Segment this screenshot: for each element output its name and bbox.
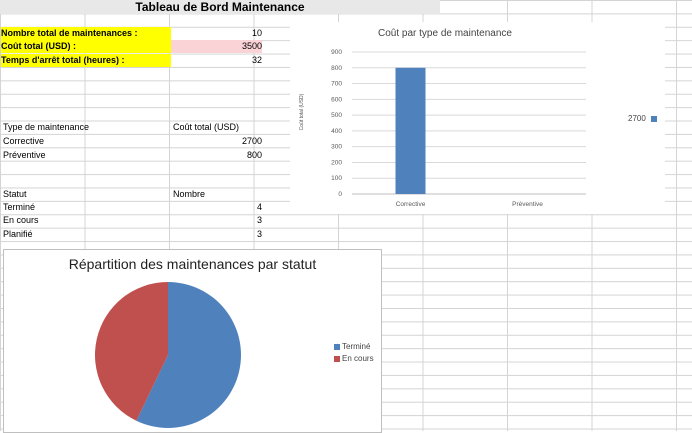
status-table-row-value[interactable]: 3 — [256, 215, 262, 225]
type-table-row-label[interactable]: Corrective — [3, 136, 45, 146]
bar-ytick-label: 700 — [331, 81, 342, 88]
title-band — [0, 0, 440, 14]
bar-corrective[interactable] — [395, 67, 426, 194]
bar-xtick-label: Corrective — [396, 201, 426, 208]
pie-legend-swatch — [334, 343, 340, 350]
pie-chart-plot — [95, 282, 242, 428]
pie-chart-title: Répartition des maintenances par statut — [68, 256, 317, 272]
pie-chart[interactable]: Répartition des maintenances par statut … — [3, 249, 382, 433]
summary-label-downtime[interactable]: Temps d'arrêt total (heures) : — [1, 54, 171, 67]
bar-ytick-label: 100 — [331, 175, 342, 182]
dashboard-title: Tableau de Bord Maintenance — [135, 0, 305, 14]
bar-ytick-label: 500 — [331, 112, 342, 119]
status-table-header-status[interactable]: Statut — [3, 189, 27, 199]
type-table-row-value[interactable]: 2700 — [241, 136, 262, 146]
type-table-header-type[interactable]: Type de maintenance — [3, 122, 90, 132]
bar-ytick-label: 800 — [331, 65, 342, 72]
summary-value-cost[interactable]: 3500 — [171, 40, 262, 53]
bar-xtick-label: Préventive — [512, 201, 543, 208]
pie-slice-en-cours[interactable] — [95, 282, 168, 421]
bar-ytick-label: 900 — [331, 49, 342, 56]
status-table-row-label[interactable]: Planifié — [3, 229, 33, 239]
pie-legend-item: En cours — [334, 354, 374, 363]
pie-slice-terminé[interactable] — [136, 282, 242, 428]
bar-ytick-label: 300 — [331, 144, 342, 151]
status-table-header-count[interactable]: Nombre — [173, 189, 206, 199]
bar-ytick-label: 0 — [338, 191, 342, 198]
summary-value-count[interactable]: 10 — [251, 28, 262, 38]
bar-chart-legend-item: 2700 — [628, 114, 659, 123]
bar-chart[interactable]: Coût par type de maintenance 0 100 200 300 4… — [290, 22, 665, 214]
bar-chart-plot: 0 100 200 300 400 500 600 700 800 900 Corrective Pr… — [331, 49, 586, 208]
bar-chart-title: Coût par type de maintenance — [378, 28, 512, 39]
type-table-row-label[interactable]: Préventive — [3, 150, 46, 160]
summary-label-cost[interactable]: Coût total (USD) : — [1, 40, 171, 53]
pie-legend-item: Terminé — [334, 342, 370, 351]
pie-legend-label: En cours — [342, 354, 374, 363]
status-table-row-label[interactable]: En cours — [3, 215, 39, 225]
bar-chart-ylabel: Coût total (USD) — [299, 93, 305, 131]
pie-legend-label: Terminé — [342, 342, 371, 351]
summary-value-downtime[interactable]: 32 — [251, 55, 262, 65]
bar-legend-swatch — [651, 115, 658, 122]
bar-ytick-label: 400 — [331, 128, 342, 135]
status-table-row-label[interactable]: Terminé — [3, 202, 36, 212]
type-table-row-value[interactable]: 800 — [246, 150, 262, 160]
status-table-row-value[interactable]: 3 — [256, 229, 262, 239]
type-table-header-cost[interactable]: Coût total (USD) — [173, 122, 240, 132]
bar-ytick-label: 600 — [331, 96, 342, 103]
bar-ytick-label: 200 — [331, 159, 342, 166]
status-table-row-value[interactable]: 4 — [256, 202, 262, 212]
pie-legend-swatch — [334, 355, 340, 362]
bar-legend-label: 2700 — [628, 114, 646, 123]
summary-label-count[interactable]: Nombre total de maintenances : — [1, 27, 171, 40]
